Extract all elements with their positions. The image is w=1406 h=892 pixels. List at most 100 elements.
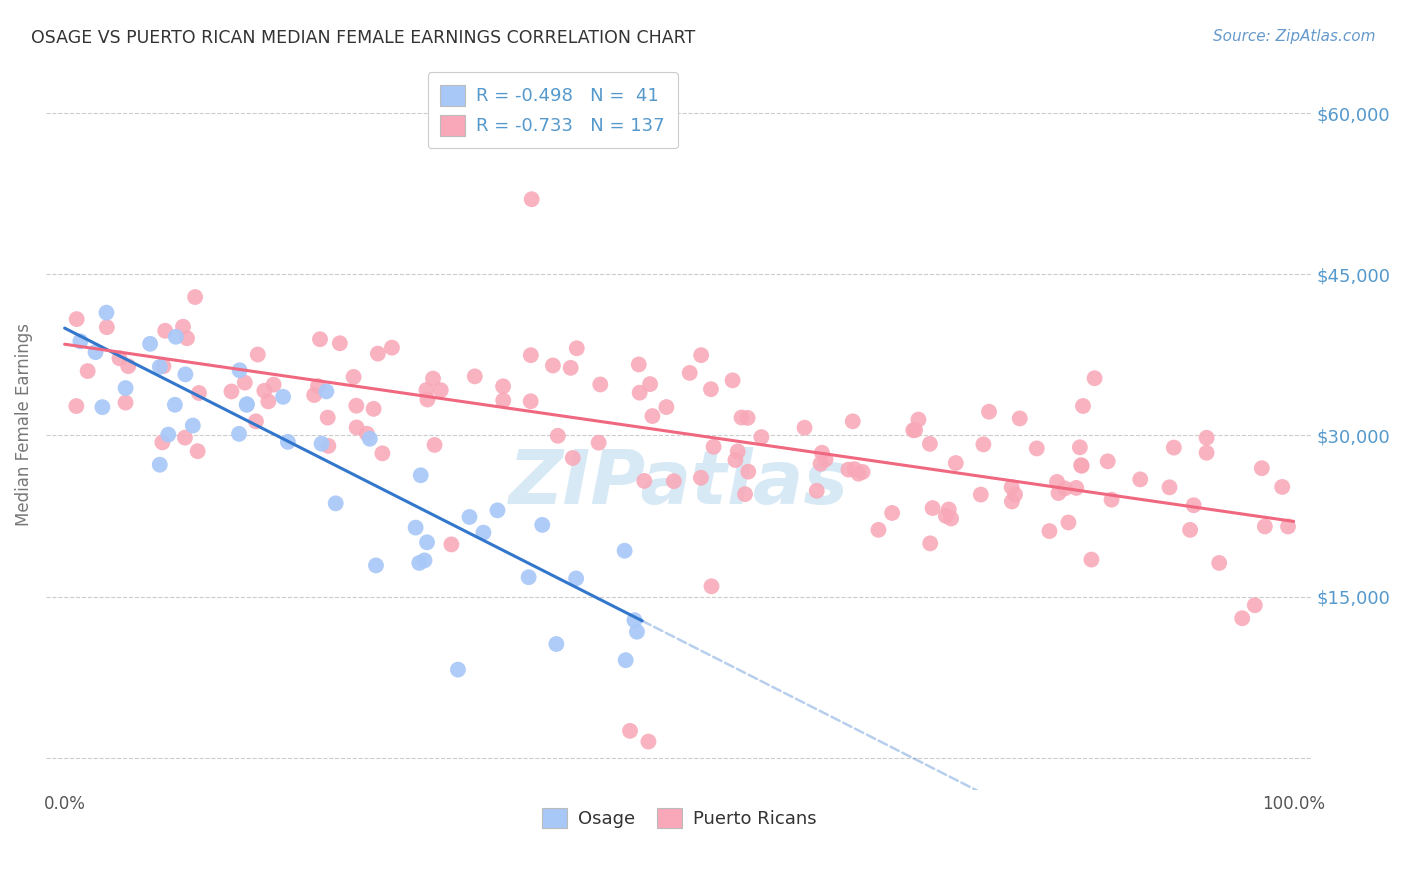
Point: [588, 435, 610, 450]
Point: [1001, 494, 1024, 508]
Point: [690, 471, 713, 485]
Point: [174, 368, 197, 382]
Point: [413, 553, 436, 567]
Point: [935, 508, 957, 523]
Point: [921, 501, 943, 516]
Point: [868, 523, 890, 537]
Point: [520, 192, 543, 206]
Point: [263, 377, 285, 392]
Point: [163, 398, 186, 412]
Point: [633, 474, 655, 488]
Point: [737, 411, 759, 425]
Point: [486, 503, 509, 517]
Point: [318, 439, 340, 453]
Point: [253, 384, 276, 398]
Point: [108, 351, 131, 366]
Point: [440, 537, 463, 551]
Point: [945, 456, 967, 470]
Point: [364, 558, 387, 573]
Point: [565, 341, 588, 355]
Point: [66, 312, 89, 326]
Point: [236, 397, 259, 411]
Point: [721, 373, 744, 387]
Point: [541, 359, 564, 373]
Point: [492, 379, 515, 393]
Point: [344, 399, 367, 413]
Point: [939, 511, 962, 525]
Point: [690, 348, 713, 362]
Point: [1070, 458, 1092, 472]
Point: [367, 346, 389, 360]
Point: [546, 637, 568, 651]
Point: [91, 400, 114, 414]
Point: [806, 483, 828, 498]
Point: [307, 379, 329, 393]
Point: [1208, 556, 1230, 570]
Point: [1053, 482, 1076, 496]
Point: [422, 371, 444, 385]
Point: [96, 320, 118, 334]
Point: [415, 383, 437, 397]
Point: [187, 444, 209, 458]
Point: [977, 405, 1000, 419]
Point: [69, 334, 91, 349]
Point: [233, 376, 256, 390]
Point: [662, 474, 685, 488]
Point: [679, 366, 702, 380]
Point: [882, 506, 904, 520]
Point: [1047, 486, 1070, 500]
Point: [221, 384, 243, 399]
Point: [302, 388, 325, 402]
Text: ZIPatlas: ZIPatlas: [509, 447, 849, 520]
Point: [793, 420, 815, 434]
Point: [492, 393, 515, 408]
Point: [429, 383, 451, 397]
Point: [228, 426, 250, 441]
Point: [700, 579, 723, 593]
Point: [700, 382, 723, 396]
Point: [139, 336, 162, 351]
Point: [811, 446, 834, 460]
Point: [416, 392, 439, 407]
Point: [152, 359, 174, 373]
Point: [655, 400, 678, 414]
Point: [165, 330, 187, 344]
Point: [405, 520, 427, 534]
Point: [114, 395, 136, 409]
Point: [810, 457, 832, 471]
Point: [325, 496, 347, 510]
Point: [76, 364, 98, 378]
Point: [589, 377, 612, 392]
Point: [837, 462, 859, 476]
Point: [458, 510, 481, 524]
Point: [904, 423, 927, 437]
Point: [520, 348, 543, 362]
Text: OSAGE VS PUERTO RICAN MEDIAN FEMALE EARNINGS CORRELATION CHART: OSAGE VS PUERTO RICAN MEDIAN FEMALE EARN…: [31, 29, 695, 46]
Point: [1195, 431, 1218, 445]
Point: [84, 345, 107, 359]
Point: [637, 734, 659, 748]
Point: [938, 502, 960, 516]
Point: [613, 543, 636, 558]
Point: [1057, 516, 1080, 530]
Point: [724, 453, 747, 467]
Point: [184, 290, 207, 304]
Text: Source: ZipAtlas.com: Source: ZipAtlas.com: [1212, 29, 1375, 44]
Point: [246, 347, 269, 361]
Point: [176, 331, 198, 345]
Point: [464, 369, 486, 384]
Point: [1097, 454, 1119, 468]
Point: [235, 398, 257, 412]
Point: [181, 418, 204, 433]
Y-axis label: Median Female Earnings: Median Female Earnings: [15, 323, 32, 526]
Point: [114, 381, 136, 395]
Point: [174, 431, 197, 445]
Point: [920, 536, 942, 550]
Point: [1129, 472, 1152, 486]
Point: [903, 423, 925, 437]
Point: [157, 427, 180, 442]
Point: [363, 401, 385, 416]
Point: [447, 663, 470, 677]
Point: [1271, 480, 1294, 494]
Point: [1083, 371, 1105, 385]
